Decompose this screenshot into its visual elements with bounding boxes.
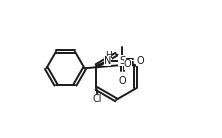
Text: H: H [105, 51, 112, 60]
Text: O: O [136, 56, 144, 66]
Text: S: S [119, 56, 126, 66]
Text: O: O [119, 76, 126, 86]
Text: Cl: Cl [93, 94, 102, 104]
Text: O: O [124, 59, 132, 69]
Text: N: N [104, 56, 111, 66]
